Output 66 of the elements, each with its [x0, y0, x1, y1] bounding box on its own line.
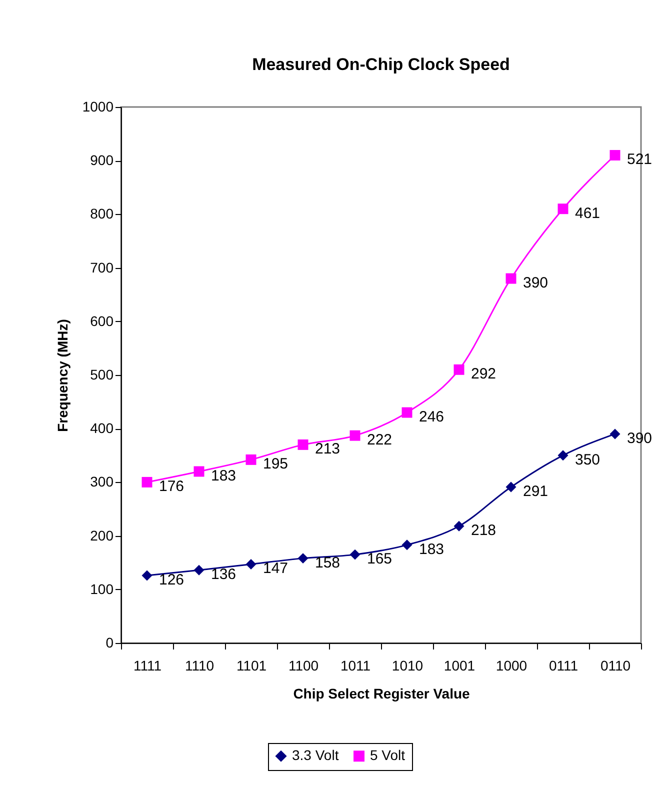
point	[454, 364, 464, 375]
annotation: 195	[263, 456, 288, 473]
point	[194, 564, 204, 576]
y-tick-label: 900	[90, 152, 114, 168]
y-tick-label: 200	[90, 527, 114, 544]
x-tick-label: 1001	[444, 658, 476, 674]
point	[610, 150, 620, 160]
point	[558, 450, 568, 461]
y-tick-label: 600	[90, 312, 114, 329]
y-tick-label: 0	[106, 634, 114, 650]
point	[298, 439, 308, 450]
point	[402, 540, 412, 550]
annotation: 176	[159, 478, 184, 496]
point	[142, 570, 152, 581]
point	[350, 549, 360, 560]
data-label: 136	[211, 566, 236, 584]
y-tick-label: 700	[90, 259, 114, 276]
annotation: 246	[419, 408, 444, 426]
x-tick-label: 1000	[496, 658, 528, 674]
data-label: 183	[419, 540, 444, 558]
x-tick-label: 0110	[600, 658, 631, 674]
legend-label: 5 Volt	[370, 747, 406, 764]
legend-label: 3.3 Volt	[292, 747, 339, 764]
data-label: 390	[627, 430, 652, 447]
data-label: 147	[263, 560, 288, 578]
annotation: 521	[627, 151, 652, 168]
x-tick-label: 1101	[236, 658, 267, 674]
y-tick-label: 800	[90, 206, 114, 222]
y-axis-title: Frequency (MHz)	[54, 319, 70, 432]
y-tick-label: 300	[90, 474, 114, 490]
x-tick-label: 1110	[184, 658, 214, 674]
data-label: 218	[471, 522, 496, 540]
point	[402, 407, 412, 418]
point	[610, 428, 620, 440]
chart-title: Measured On-Chip Clock Speed	[252, 55, 510, 74]
x-tick-label: 1011	[340, 658, 371, 674]
annotation: 183	[211, 467, 236, 484]
annotation: 222	[367, 432, 392, 449]
y-tick-label: 1000	[82, 98, 114, 114]
y-tick-label: 500	[90, 366, 114, 382]
point	[350, 430, 360, 441]
data-label: 291	[523, 483, 548, 500]
annotation: 213	[315, 440, 340, 458]
data-label: 158	[315, 554, 340, 572]
x-tick-label: 0111	[548, 658, 578, 674]
x-tick-label: 1111	[133, 658, 162, 674]
y-tick-label: 100	[90, 580, 114, 597]
point	[506, 482, 516, 492]
point	[298, 553, 308, 564]
data-label: 126	[159, 571, 184, 588]
annotation: 292	[471, 366, 496, 383]
data-label: 350	[575, 451, 600, 468]
data-label: 165	[367, 550, 392, 568]
annotation: 461	[575, 204, 600, 222]
point	[506, 273, 516, 284]
annotation: 390	[523, 274, 548, 292]
x-axis-title: Chip Select Register Value	[293, 686, 470, 702]
y-tick-label: 400	[90, 420, 114, 436]
point	[142, 476, 152, 488]
point	[194, 466, 204, 477]
x-tick-label: 1010	[392, 658, 424, 674]
point	[558, 204, 568, 214]
x-tick-label: 1100	[288, 658, 319, 674]
point	[454, 520, 464, 532]
point	[246, 454, 256, 465]
point	[246, 558, 256, 570]
